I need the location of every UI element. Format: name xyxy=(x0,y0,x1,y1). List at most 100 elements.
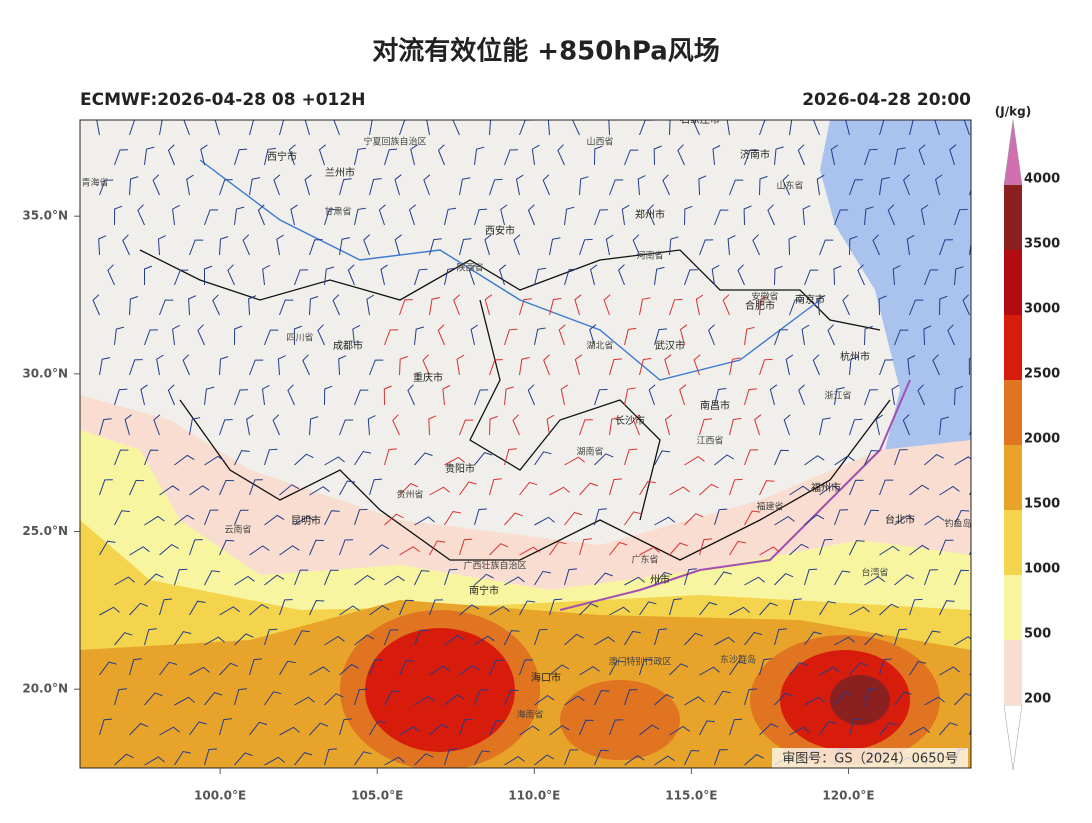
wind-barb xyxy=(924,630,941,646)
wind-barb xyxy=(442,385,451,406)
wind-barb xyxy=(399,120,413,136)
wind-barb xyxy=(214,120,220,136)
wind-barb xyxy=(783,414,791,436)
wind-barb xyxy=(744,631,763,646)
wind-barb xyxy=(394,174,402,196)
colorbar-unit: (J/kg) xyxy=(995,105,1031,119)
wind-barb xyxy=(159,726,181,736)
wind-barb xyxy=(369,120,373,136)
wind-barb xyxy=(549,724,570,736)
wind-barb xyxy=(935,174,943,196)
wind-barb xyxy=(560,384,569,406)
city-label: 兰州市 xyxy=(325,166,355,179)
wind-barb xyxy=(157,235,167,256)
wind-barb xyxy=(369,659,383,676)
wind-barb xyxy=(669,725,690,736)
wind-barb xyxy=(489,415,498,436)
region-label: 河南省 xyxy=(636,250,663,262)
wind-barb xyxy=(621,204,630,226)
wind-barb xyxy=(392,414,400,436)
wind-barb xyxy=(849,235,858,256)
wind-barb xyxy=(309,666,330,676)
wind-barb xyxy=(864,389,878,406)
wind-barb xyxy=(549,664,570,676)
x-tick-label: 100.0°E xyxy=(194,789,246,803)
region-label: 贵州省 xyxy=(396,489,423,501)
wind-barb xyxy=(429,238,442,256)
wind-barb xyxy=(939,666,960,676)
region-label: 浙江省 xyxy=(824,390,851,402)
wind-barb xyxy=(714,508,728,526)
wind-barb xyxy=(549,598,563,616)
wind-barb xyxy=(200,144,208,166)
wind-barb xyxy=(366,294,375,316)
wind-barb xyxy=(939,485,960,496)
wind-barb xyxy=(309,296,319,316)
wind-barb xyxy=(579,665,600,676)
wind-barb xyxy=(219,419,233,436)
wind-barb xyxy=(99,606,120,616)
wind-barb xyxy=(414,695,435,706)
wind-barb xyxy=(534,516,555,526)
wind-barb xyxy=(453,294,460,316)
wind-barb xyxy=(679,324,688,346)
wind-barb xyxy=(939,295,948,316)
wind-barb xyxy=(546,414,555,436)
wind-barb xyxy=(324,748,337,766)
wind-barb xyxy=(272,414,280,436)
wind-barb xyxy=(894,574,915,586)
wind-barb xyxy=(907,355,916,376)
wind-barb xyxy=(624,511,642,526)
wind-barb xyxy=(174,568,188,586)
cape-blob xyxy=(830,675,890,725)
wind-barb xyxy=(664,414,673,436)
wind-barb xyxy=(414,629,429,646)
wind-barb xyxy=(383,385,392,406)
wind-barb xyxy=(759,602,778,616)
wind-barb xyxy=(129,359,143,376)
wind-barb xyxy=(197,324,205,346)
wind-barb xyxy=(399,299,413,316)
wind-barb xyxy=(287,384,295,406)
wind-barb xyxy=(512,414,520,436)
colorbar-segment xyxy=(1004,510,1022,575)
wind-barb xyxy=(380,264,388,286)
wind-barb xyxy=(294,515,315,526)
wind-barb xyxy=(167,384,175,406)
wind-barb xyxy=(834,691,853,706)
wind-barb xyxy=(684,513,704,526)
wind-barb xyxy=(894,691,912,706)
wind-barb xyxy=(384,629,399,646)
wind-barb xyxy=(834,636,856,646)
wind-barb xyxy=(789,662,808,676)
wind-barb xyxy=(410,144,418,166)
colorbar-label: 200 xyxy=(1024,692,1051,707)
region-label: 东沙群岛 xyxy=(720,654,756,666)
wind-barb xyxy=(140,384,148,406)
wind-barb xyxy=(188,295,197,316)
wind-barb xyxy=(894,147,906,166)
wind-barb xyxy=(624,327,637,346)
wind-barb xyxy=(513,234,521,256)
wind-barb xyxy=(114,632,133,646)
wind-barb xyxy=(864,148,878,166)
wind-barb xyxy=(114,326,125,346)
wind-barb xyxy=(789,726,810,736)
wind-barb xyxy=(608,120,610,136)
wind-barb xyxy=(339,539,354,556)
wind-barb xyxy=(669,120,671,136)
wind-barb xyxy=(444,634,465,646)
wind-barb xyxy=(124,414,132,436)
wind-barb xyxy=(399,356,408,376)
wind-barb xyxy=(969,429,971,436)
wind-barb xyxy=(774,265,783,286)
wind-barb xyxy=(189,539,203,556)
wind-barb xyxy=(531,144,540,166)
wind-barb xyxy=(246,414,254,436)
city-label: 南昌市 xyxy=(700,399,730,412)
wind-barb xyxy=(594,636,615,646)
colorbar-segment xyxy=(1004,575,1022,640)
wind-barb xyxy=(654,450,671,466)
wind-barb xyxy=(609,541,628,556)
wind-barb xyxy=(744,576,766,586)
